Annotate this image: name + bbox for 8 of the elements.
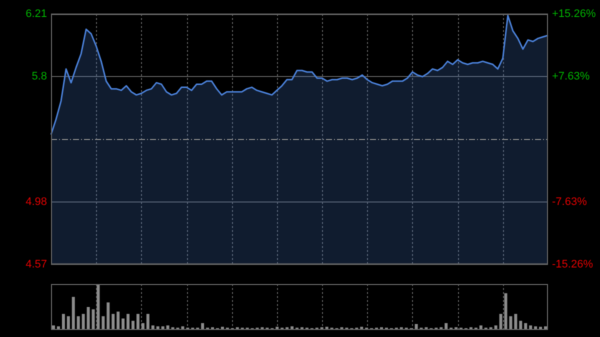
y2-tick-label: -15.26% [552, 258, 594, 270]
y-tick-label: 4.57 [26, 258, 47, 270]
y-tick-label: 4.98 [26, 196, 47, 208]
y-tick-label: 5.8 [32, 70, 47, 83]
y2-tick-label: +15.26% [552, 8, 596, 20]
y-tick-label: 6.21 [26, 8, 47, 20]
y2-tick-label: -7.63% [552, 196, 588, 208]
y2-tick-label: +7.63% [552, 70, 590, 83]
